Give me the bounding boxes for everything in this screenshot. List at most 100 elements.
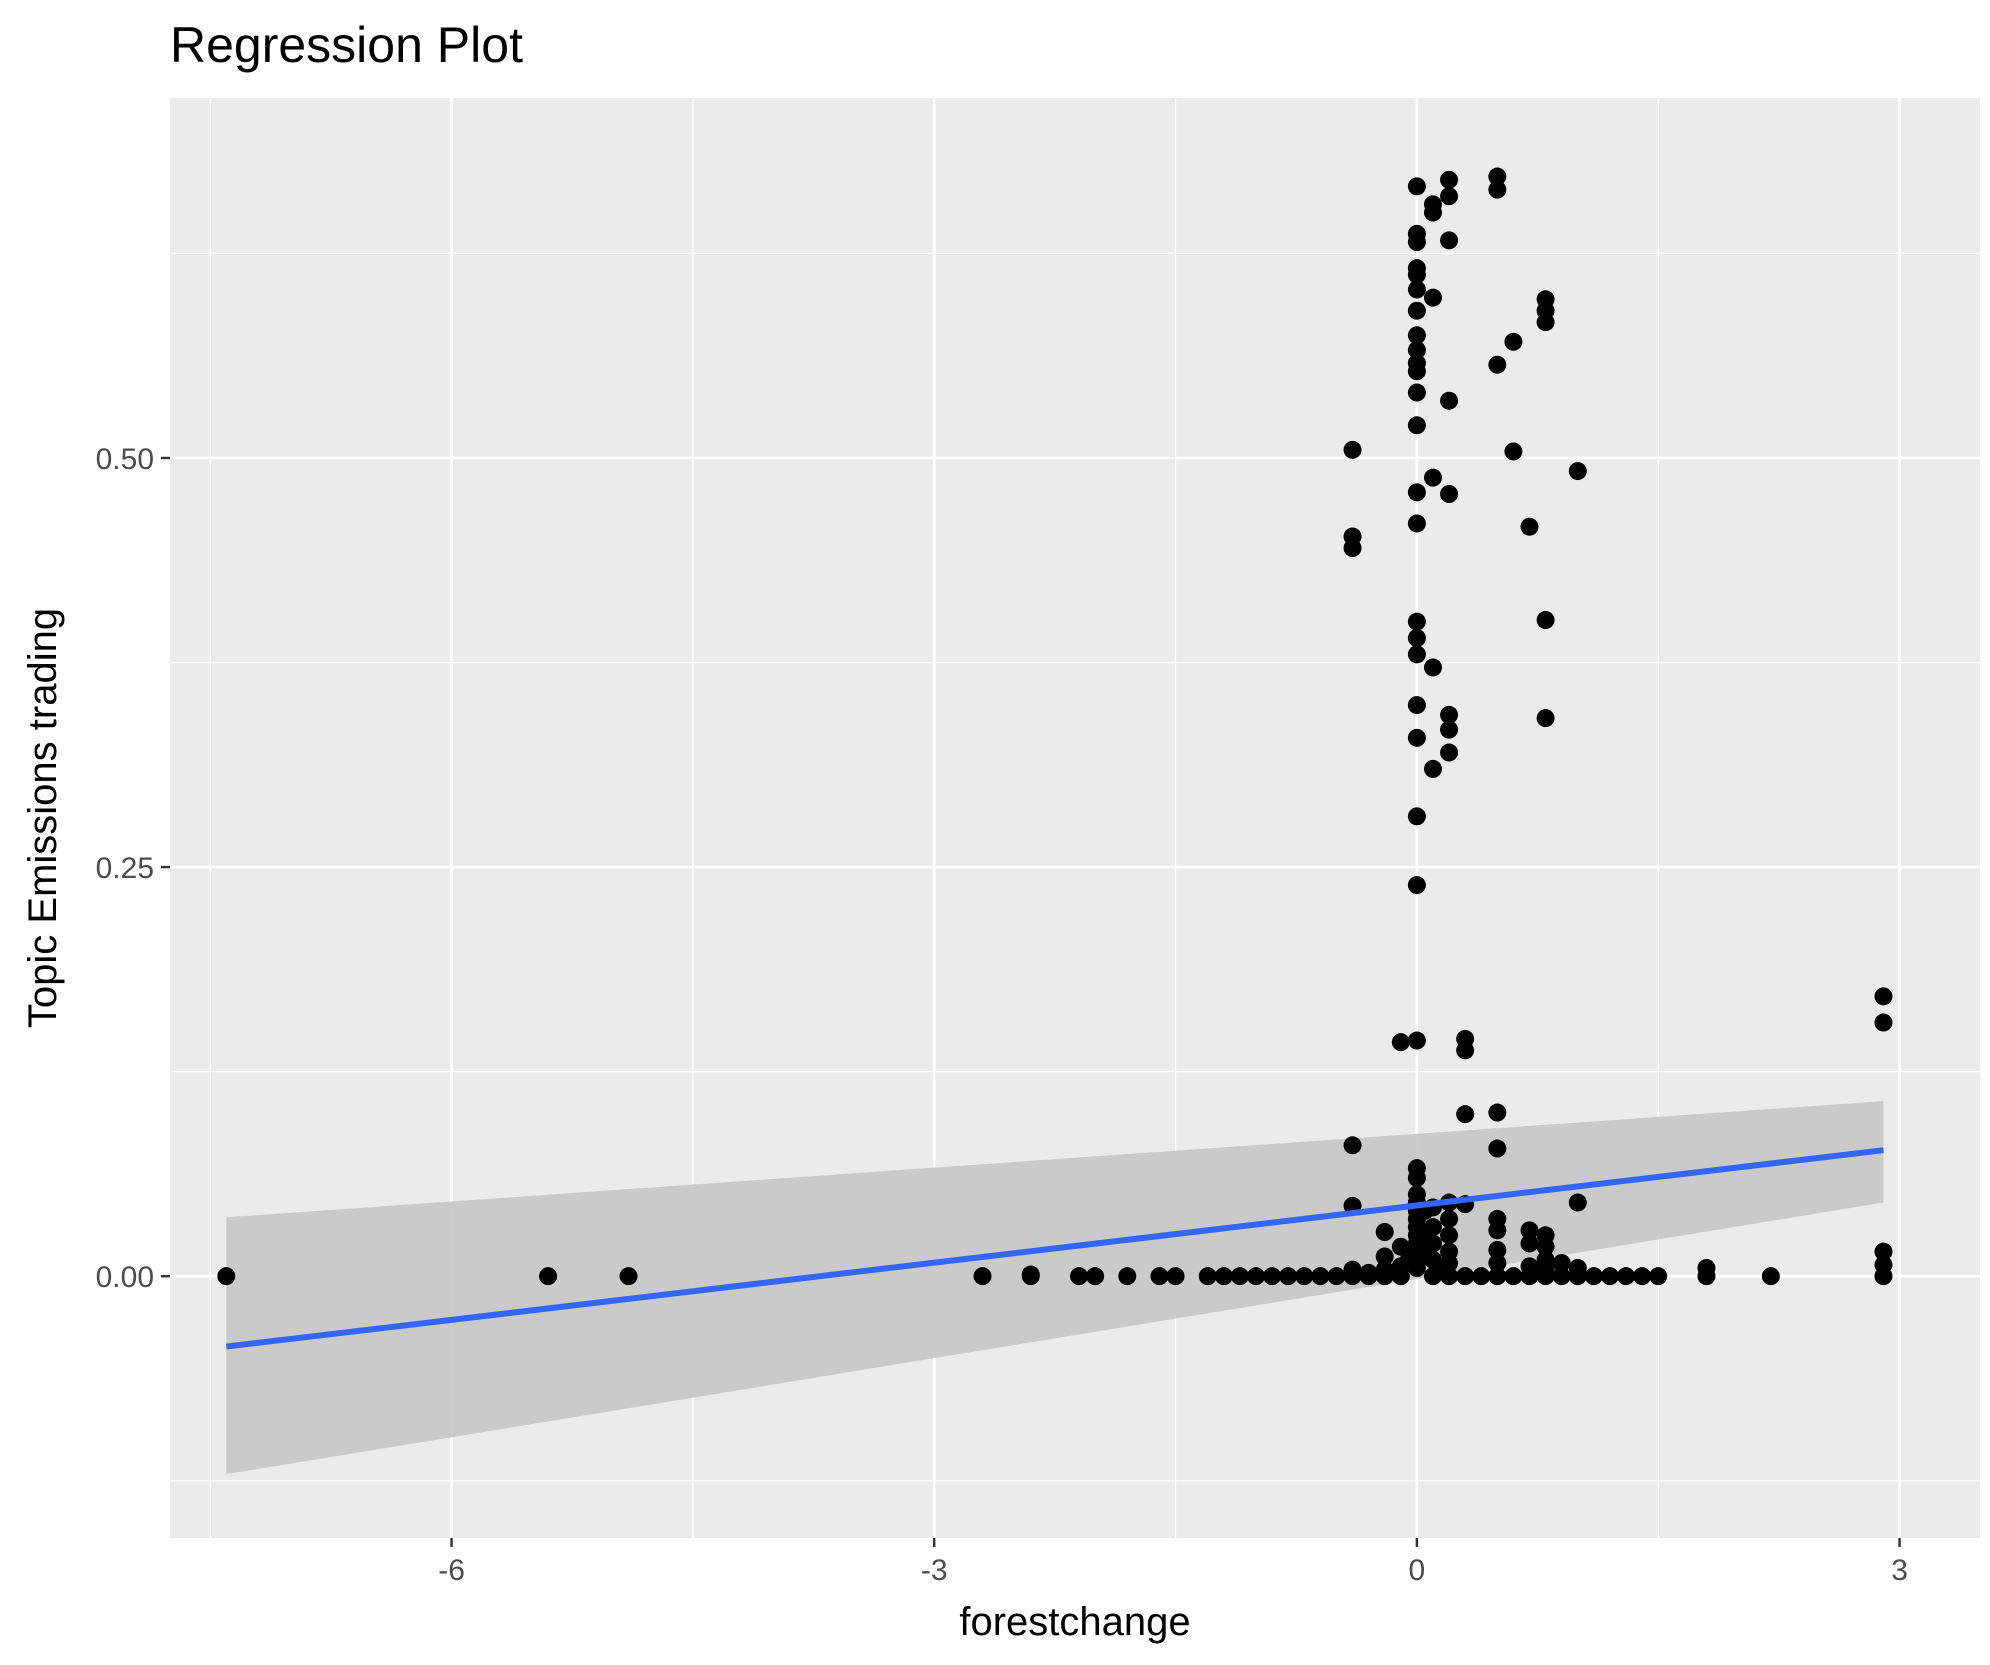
scatter-point — [1440, 705, 1459, 724]
x-tick-label: 3 — [1891, 1554, 1908, 1587]
scatter-point — [1118, 1267, 1137, 1286]
scatter-point — [1440, 1226, 1459, 1245]
scatter-point — [1504, 1267, 1523, 1286]
scatter-point — [1086, 1267, 1105, 1286]
scatter-point — [1407, 326, 1426, 345]
scatter-point — [1536, 1260, 1555, 1279]
scatter-point — [1423, 195, 1442, 214]
scatter-point — [1311, 1267, 1330, 1286]
scatter-point — [1536, 1237, 1555, 1256]
scatter-point — [1021, 1265, 1040, 1284]
scatter-point — [1874, 1013, 1893, 1032]
scatter-point — [1697, 1259, 1716, 1277]
scatter-point — [1423, 1218, 1442, 1237]
scatter-point — [1343, 527, 1362, 546]
scatter-point — [1488, 1267, 1507, 1286]
scatter-point — [1456, 1105, 1475, 1124]
scatter-point — [1440, 485, 1459, 503]
scatter-point — [1568, 462, 1587, 481]
scatter-point — [1263, 1267, 1282, 1286]
scatter-point — [1617, 1267, 1636, 1286]
scatter-point — [1375, 1247, 1394, 1266]
scatter-point — [1600, 1267, 1619, 1286]
scatter-point — [1423, 468, 1442, 487]
scatter-point — [1407, 354, 1426, 373]
scatter-point — [1150, 1267, 1169, 1286]
scatter-point — [1423, 288, 1442, 307]
scatter-point — [1520, 1257, 1539, 1276]
scatter-point — [1536, 290, 1555, 309]
scatter-point — [539, 1267, 558, 1286]
scatter-point — [1520, 1234, 1539, 1253]
scatter-point — [973, 1267, 992, 1286]
scatter-point — [1633, 1267, 1652, 1286]
scatter-point — [1391, 1237, 1410, 1256]
scatter-point — [1407, 259, 1426, 278]
scatter-point — [1568, 1259, 1587, 1277]
scatter-point — [1198, 1267, 1217, 1286]
scatter-point — [1247, 1267, 1265, 1286]
scatter-point — [1440, 187, 1459, 206]
scatter-point — [1488, 167, 1507, 186]
scatter-point — [1649, 1267, 1668, 1286]
scatter-point — [1407, 514, 1426, 533]
scatter-point — [1407, 1259, 1426, 1277]
scatter-point — [1407, 280, 1426, 299]
scatter-point — [1520, 1221, 1539, 1240]
scatter-point — [1391, 1033, 1410, 1052]
scatter-point — [1407, 629, 1426, 647]
scatter-point — [1407, 696, 1426, 715]
scatter-point — [1488, 1254, 1507, 1273]
y-axis-title: Topic Emissions trading — [21, 608, 65, 1028]
scatter-point — [1488, 1241, 1507, 1259]
scatter-point — [1343, 1136, 1362, 1155]
scatter-point — [1568, 1193, 1587, 1212]
scatter-point — [1407, 341, 1426, 359]
scatter-point — [1488, 1221, 1507, 1240]
scatter-point — [1423, 759, 1442, 778]
scatter-point — [1440, 720, 1459, 739]
scatter-point — [1874, 987, 1893, 1006]
scatter-point — [1407, 224, 1426, 243]
scatter-point — [1359, 1263, 1378, 1282]
y-tick-label: 0.50 — [96, 443, 154, 476]
scatter-point — [1375, 1223, 1394, 1241]
scatter-point — [1070, 1267, 1089, 1286]
scatter-point — [1472, 1267, 1491, 1286]
scatter-point — [1230, 1267, 1249, 1286]
scatter-point — [1520, 517, 1539, 536]
x-axis-ticks: -6 -3 0 3 — [438, 1538, 1908, 1587]
scatter-point — [1407, 301, 1426, 320]
scatter-point — [1407, 1031, 1426, 1050]
scatter-point — [1488, 1103, 1507, 1122]
scatter-point — [1407, 416, 1426, 435]
scatter-point — [1440, 1254, 1459, 1273]
scatter-point — [1279, 1267, 1298, 1286]
scatter-point — [1536, 611, 1555, 629]
regression-line — [225, 1147, 1884, 1350]
scatter-point — [1456, 1267, 1475, 1286]
scatter-point — [1440, 743, 1459, 762]
scatter-point — [1552, 1267, 1571, 1286]
scatter-point — [1343, 440, 1362, 459]
scatter-point — [1423, 658, 1442, 677]
scatter-point — [1166, 1267, 1185, 1286]
scatter-point — [1407, 728, 1426, 747]
x-tick-label: 0 — [1409, 1554, 1426, 1587]
scatter-point — [1584, 1267, 1603, 1286]
scatter-point — [1488, 180, 1507, 199]
scatter-point — [1423, 1234, 1442, 1253]
scatter-point — [1440, 391, 1459, 410]
scatter-point — [619, 1267, 638, 1286]
scatter-point — [1440, 1209, 1459, 1228]
scatter-point — [1214, 1267, 1233, 1286]
scatter-point — [1375, 1260, 1394, 1279]
y-tick-label: 0.00 — [96, 1261, 154, 1294]
scatter-point — [1488, 1139, 1507, 1158]
scatter-point — [1295, 1267, 1314, 1286]
confidence-band — [226, 1101, 1884, 1475]
scatter-point — [1456, 1041, 1475, 1060]
chart-title: Regression Plot — [170, 17, 523, 73]
x-tick-label: -3 — [921, 1554, 948, 1587]
